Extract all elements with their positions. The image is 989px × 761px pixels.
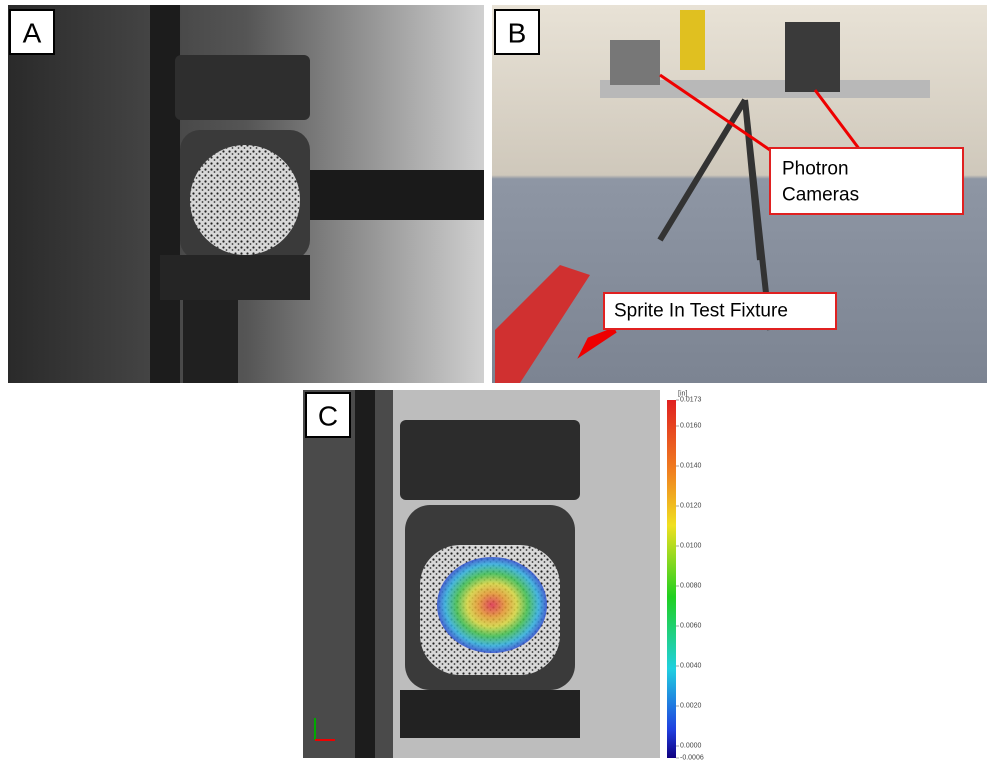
colorbar-tick-label: 0.0060 bbox=[680, 623, 702, 630]
colorbar-tick-label: 0.0080 bbox=[680, 583, 702, 590]
colorbar-tick-label: 0.0140 bbox=[680, 463, 702, 470]
colorbar-tick-label: 0.0000 bbox=[680, 743, 702, 750]
colorbar-tick-label: 0.0020 bbox=[680, 703, 702, 710]
colorbar-tick-label: 0.0040 bbox=[680, 663, 702, 670]
panel-label: B bbox=[508, 18, 527, 49]
callout-text: Photron bbox=[782, 159, 849, 180]
page: A Photron Cameras Sprite In Test Fixture… bbox=[0, 0, 989, 761]
callout-text: Cameras bbox=[782, 185, 859, 206]
colorbar-tick-label: 0.0100 bbox=[680, 543, 702, 550]
panel-b: Photron Cameras Sprite In Test Fixture B bbox=[492, 5, 987, 383]
colorbar-tick-label: 0.0173 bbox=[680, 397, 702, 404]
panel-label: A bbox=[23, 18, 42, 49]
colorbar bbox=[667, 400, 676, 758]
figure: A Photron Cameras Sprite In Test Fixture… bbox=[0, 0, 989, 761]
panel-label: C bbox=[318, 401, 338, 432]
panel-c: C [in] bbox=[303, 390, 687, 758]
colorbar-tick-label: 0.0120 bbox=[680, 503, 702, 510]
colorbar-tick-label: -0.0006 bbox=[680, 755, 704, 761]
colorbar-tick-label: 0.0160 bbox=[680, 423, 702, 430]
callout-text: Sprite In Test Fixture bbox=[614, 301, 788, 322]
panel-a: A bbox=[8, 5, 484, 383]
